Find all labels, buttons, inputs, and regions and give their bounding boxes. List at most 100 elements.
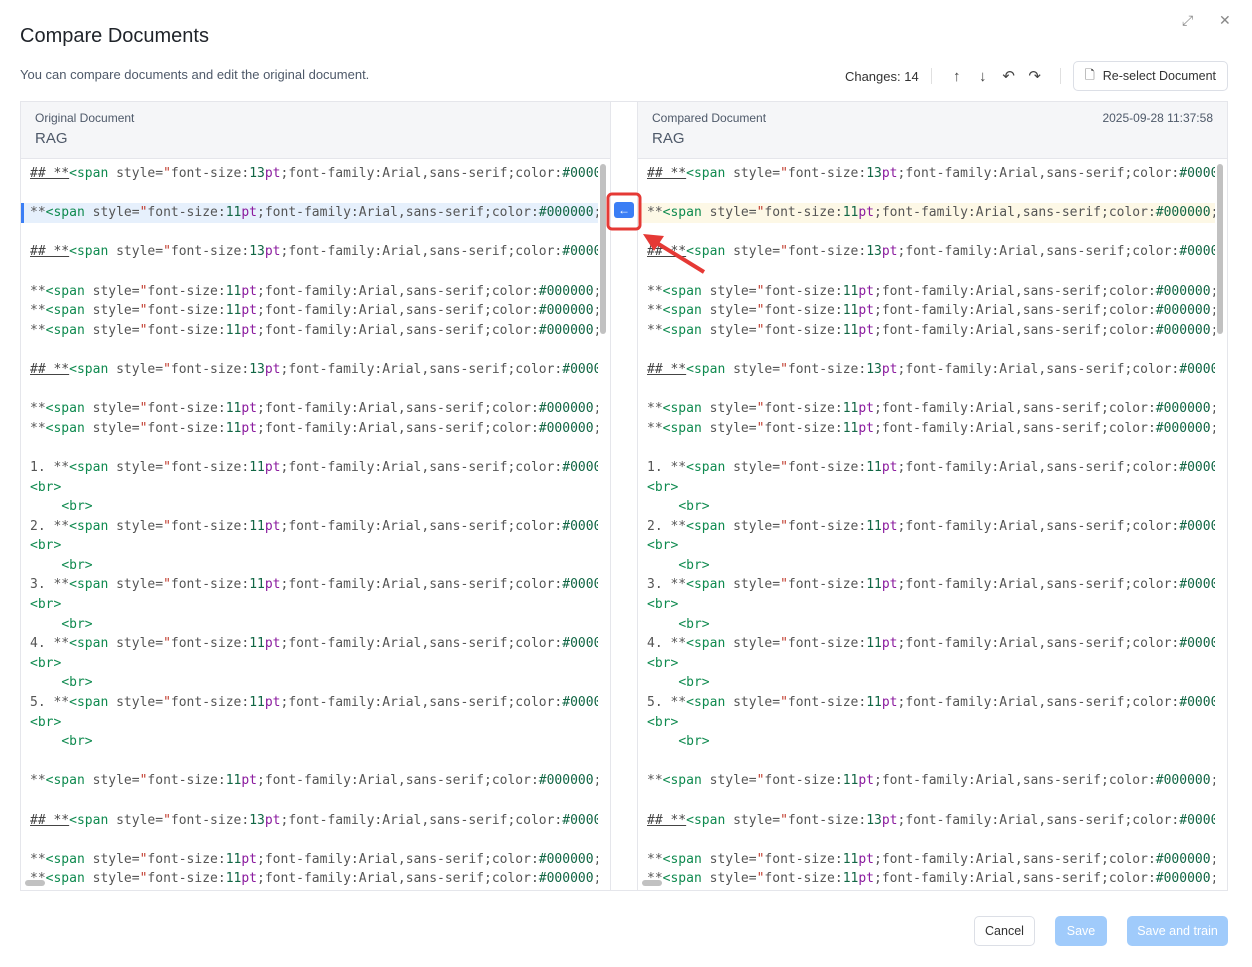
code-line[interactable]: **<span style="font-size:11pt;font-famil… (21, 869, 598, 889)
compared-header: Compared Document RAG 2025-09-28 11:37:5… (638, 102, 1227, 159)
code-line[interactable]: **<span style="font-size:11pt;font-famil… (21, 282, 598, 302)
code-line[interactable]: **<span style="font-size:11pt;font-famil… (638, 399, 1215, 419)
code-line[interactable]: <br> (638, 478, 1215, 498)
code-line[interactable] (21, 340, 598, 360)
code-line[interactable] (638, 340, 1215, 360)
code-line[interactable]: **<span style="font-size:11pt;font-famil… (21, 850, 598, 870)
code-line[interactable]: <br> (21, 478, 598, 498)
code-line[interactable]: <br> (21, 732, 598, 752)
code-line[interactable]: 2. **<span style="font-size:11pt;font-fa… (638, 517, 1215, 537)
code-line[interactable]: ## **<span style="font-size:13pt;font-fa… (21, 164, 598, 184)
code-line[interactable]: **<span style="font-size:11pt;font-famil… (638, 301, 1215, 321)
code-line[interactable]: 5. **<span style="font-size:11pt;font-fa… (638, 693, 1215, 713)
code-line[interactable]: ## **<span style="font-size:13pt;font-fa… (638, 242, 1215, 262)
cancel-button[interactable]: Cancel (974, 916, 1035, 946)
code-line[interactable]: <br> (638, 556, 1215, 576)
code-line[interactable] (638, 791, 1215, 811)
code-line[interactable]: <br> (21, 713, 598, 733)
code-line[interactable]: <br> (21, 595, 598, 615)
code-line[interactable]: **<span style="font-size:11pt;font-famil… (21, 771, 598, 791)
code-line[interactable]: **<span style="font-size:11pt;font-famil… (21, 399, 598, 419)
code-line[interactable]: 1. **<span style="font-size:11pt;font-fa… (21, 458, 598, 478)
vertical-scrollbar[interactable] (1217, 164, 1223, 334)
save-and-train-button[interactable]: Save and train (1127, 916, 1228, 946)
code-line[interactable]: 3. **<span style="font-size:11pt;font-fa… (638, 575, 1215, 595)
code-line[interactable]: ## **<span style="font-size:13pt;font-fa… (638, 360, 1215, 380)
code-line[interactable] (21, 791, 598, 811)
code-line[interactable] (21, 830, 598, 850)
code-line[interactable] (638, 830, 1215, 850)
code-line[interactable]: **<span style="font-size:11pt;font-famil… (638, 419, 1215, 439)
code-token: <span (686, 812, 726, 828)
code-line[interactable]: <br> (21, 556, 598, 576)
code-token: #000000 (562, 459, 598, 475)
code-line[interactable]: **<span style="font-size:11pt;font-famil… (21, 321, 598, 341)
code-line[interactable]: <br> (21, 536, 598, 556)
code-line[interactable]: ## **<span style="font-size:13pt;font-fa… (638, 811, 1215, 831)
code-line[interactable]: <br> (638, 615, 1215, 635)
code-line[interactable] (638, 752, 1215, 772)
merge-left-arrow-icon[interactable]: ← (614, 202, 634, 218)
code-line[interactable] (21, 223, 598, 243)
code-line[interactable] (638, 184, 1215, 204)
code-line[interactable]: ## **<span style="font-size:13pt;font-fa… (21, 242, 598, 262)
code-line[interactable]: ## **<span style="font-size:13pt;font-fa… (21, 811, 598, 831)
compared-editor[interactable]: ## **<span style="font-size:13pt;font-fa… (638, 160, 1215, 890)
code-line[interactable]: **<span style="font-size:11pt;font-famil… (638, 321, 1215, 341)
code-line[interactable]: <br> (638, 536, 1215, 556)
code-line[interactable] (21, 438, 598, 458)
code-line[interactable]: <br> (638, 595, 1215, 615)
code-line[interactable]: **<span style="font-size:11pt;font-famil… (638, 850, 1215, 870)
code-line[interactable]: 1. **<span style="font-size:11pt;font-fa… (638, 458, 1215, 478)
code-line[interactable]: **<span style="font-size:11pt;font-famil… (21, 301, 598, 321)
code-line[interactable]: <br> (638, 713, 1215, 733)
code-line[interactable]: **<span style="font-size:11pt;font-famil… (638, 771, 1215, 791)
code-line[interactable]: <br> (638, 673, 1215, 693)
code-line[interactable]: <br> (21, 654, 598, 674)
expand-icon[interactable]: ⤢ (1182, 12, 1194, 28)
code-line[interactable] (21, 752, 598, 772)
code-line[interactable] (21, 184, 598, 204)
original-editor[interactable]: ## **<span style="font-size:13pt;font-fa… (21, 160, 598, 890)
horizontal-scrollbar[interactable] (25, 880, 45, 886)
code-line[interactable]: 4. **<span style="font-size:11pt;font-fa… (638, 634, 1215, 654)
code-line[interactable] (638, 380, 1215, 400)
code-line[interactable] (638, 438, 1215, 458)
code-line[interactable]: **<span style="font-size:11pt;font-famil… (638, 869, 1215, 889)
code-line[interactable] (21, 262, 598, 282)
code-token: pt (264, 166, 281, 181)
code-line[interactable]: **<span style="font-size:11pt;font-famil… (638, 282, 1215, 302)
code-line[interactable]: 4. **<span style="font-size:11pt;font-fa… (21, 634, 598, 654)
code-line[interactable]: <br> (21, 497, 598, 517)
changed-line[interactable]: **<span style="font-size:11pt;font-famil… (21, 203, 598, 223)
code-line[interactable]: <br> (21, 673, 598, 693)
code-line[interactable] (638, 223, 1215, 243)
code-line[interactable]: <br> (638, 732, 1215, 752)
close-icon[interactable]: ✕ (1219, 12, 1231, 28)
code-token: font-size: (170, 812, 250, 828)
changed-line[interactable]: **<span style="font-size:11pt;font-famil… (638, 203, 1215, 223)
code-line[interactable]: 3. **<span style="font-size:11pt;font-fa… (21, 575, 598, 595)
redo-icon[interactable]: ↷ (1028, 68, 1041, 85)
reselect-document-button[interactable]: 🗋 Re-select Document (1072, 61, 1228, 91)
code-line[interactable]: ## **<span style="font-size:13pt;font-fa… (21, 360, 598, 380)
code-token: #000000 (1155, 283, 1211, 299)
code-line[interactable]: ## **<span style="font-size:13pt;font-fa… (638, 164, 1215, 184)
code-line[interactable]: <br> (21, 615, 598, 635)
code-line[interactable] (21, 380, 598, 400)
code-token: ;background-color:transparent (594, 284, 598, 299)
undo-icon[interactable]: ↶ (1002, 68, 1015, 85)
code-line[interactable]: 5. **<span style="font-size:11pt;font-fa… (21, 693, 598, 713)
arrow-down-icon[interactable]: ↓ (978, 67, 987, 85)
arrow-up-icon[interactable]: ↑ (952, 67, 961, 85)
save-button[interactable]: Save (1055, 916, 1107, 946)
horizontal-scrollbar[interactable] (642, 880, 662, 886)
code-line[interactable]: <br> (638, 654, 1215, 674)
code-line[interactable] (638, 262, 1215, 282)
code-token: #000000 (538, 871, 594, 887)
code-token: pt (264, 577, 281, 593)
code-line[interactable]: <br> (638, 497, 1215, 517)
vertical-scrollbar[interactable] (600, 164, 606, 334)
code-line[interactable]: 2. **<span style="font-size:11pt;font-fa… (21, 517, 598, 537)
code-line[interactable]: **<span style="font-size:11pt;font-famil… (21, 419, 598, 439)
